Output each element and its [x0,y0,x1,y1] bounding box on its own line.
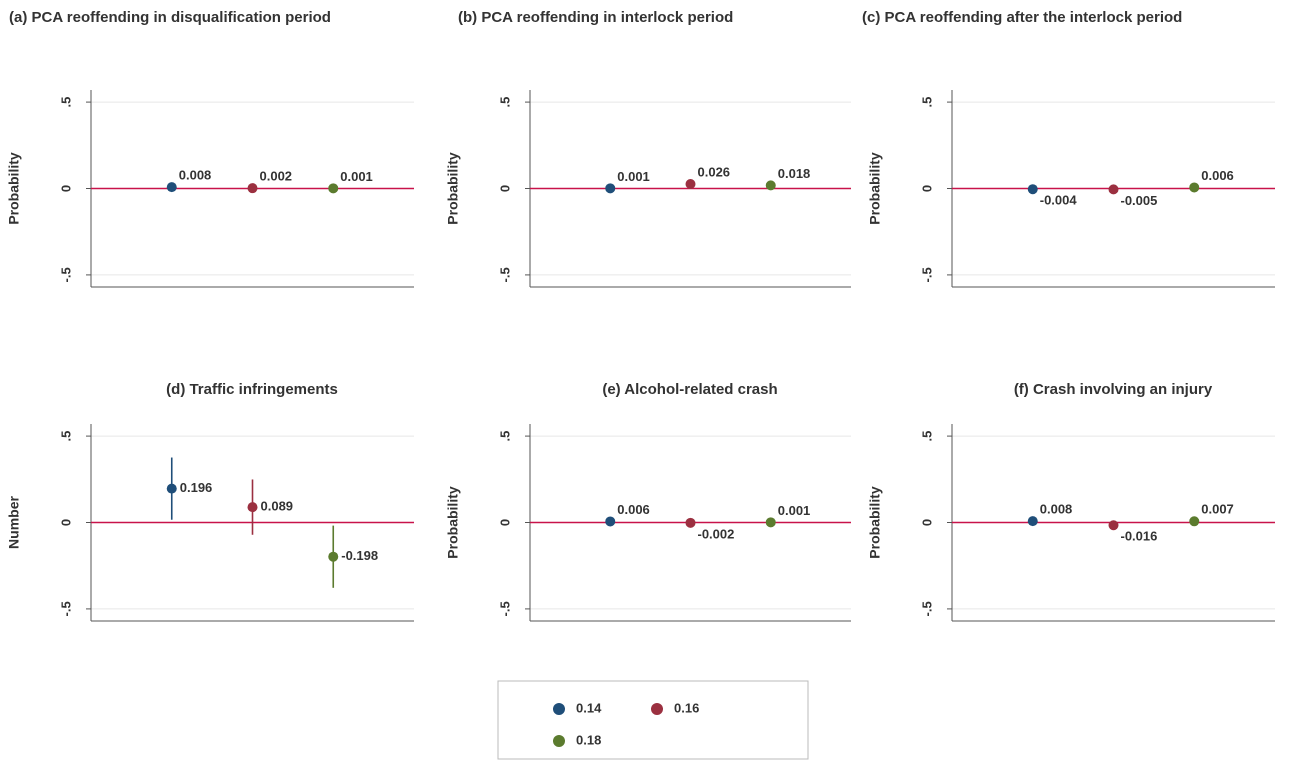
data-label: 0.002 [260,169,293,184]
y-tick-label: 0 [497,519,512,526]
legend-label: 0.18 [576,732,601,747]
chart-title: (c) PCA reoffending after the interlock … [862,9,1182,26]
point [1108,184,1119,195]
point [1189,516,1200,527]
legend-box [497,680,809,760]
point [247,183,258,194]
data-label: -0.016 [1121,529,1158,544]
y-tick-label: -.5 [497,601,512,616]
legend-label: 0.14 [576,700,602,715]
y-tick-label: -.5 [58,267,73,282]
y-tick-label: .5 [58,97,73,108]
data-label: -0.004 [1040,193,1078,208]
y-tick-label: 0 [58,185,73,192]
data-label: 0.001 [617,169,650,184]
y-tick-label: -.5 [919,267,934,282]
data-label: 0.006 [1201,168,1234,183]
data-label: 0.001 [340,169,373,184]
chart-title: (e) Alcohol-related crash [602,381,777,398]
point [685,517,696,528]
y-axis-label: Probability [445,152,461,225]
y-tick-label: .5 [497,97,512,108]
point [605,183,616,194]
data-label: 0.089 [261,499,294,514]
data-label: 0.006 [617,502,650,517]
y-axis-label: Probability [445,486,461,559]
legend-label: 0.16 [674,700,699,715]
y-tick-label: .5 [58,431,73,442]
legend-marker [651,703,663,715]
data-label: 0.018 [778,166,811,181]
data-label: -0.005 [1121,193,1158,208]
point [765,180,776,191]
chart-title: (b) PCA reoffending in interlock period [458,9,733,26]
y-tick-label: 0 [497,185,512,192]
y-tick-label: -.5 [497,267,512,282]
legend-marker [553,703,565,715]
chart-title: (f) Crash involving an injury [1014,381,1213,398]
y-tick-label: .5 [919,431,934,442]
y-axis-label: Probability [867,152,883,225]
point [765,517,776,528]
data-label: 0.001 [778,503,811,518]
y-tick-label: -.5 [919,601,934,616]
data-label: 0.008 [179,168,212,183]
y-axis-label: Number [6,496,22,549]
y-tick-label: .5 [919,97,934,108]
point [1108,520,1119,531]
point [1027,184,1038,195]
point [328,183,339,194]
data-label: 0.007 [1201,502,1234,517]
y-tick-label: -.5 [58,601,73,616]
y-axis-label: Probability [6,152,22,225]
chart-title: (a) PCA reoffending in disqualification … [9,9,331,26]
data-label: -0.198 [341,548,378,563]
point [605,516,616,527]
point [685,179,696,190]
data-label: 0.026 [698,164,731,179]
data-label: 0.008 [1040,502,1073,517]
y-tick-label: .5 [497,431,512,442]
y-tick-label: 0 [919,185,934,192]
y-tick-label: 0 [58,519,73,526]
point [1027,516,1038,527]
data-label: 0.196 [180,480,213,495]
point [328,551,339,562]
legend-marker [553,735,565,747]
point [1189,182,1200,193]
point [166,483,177,494]
y-tick-label: 0 [919,519,934,526]
point [166,182,177,193]
point [247,502,258,513]
data-label: -0.002 [698,526,735,541]
y-axis-label: Probability [867,486,883,559]
chart-title: (d) Traffic infringements [166,381,338,398]
